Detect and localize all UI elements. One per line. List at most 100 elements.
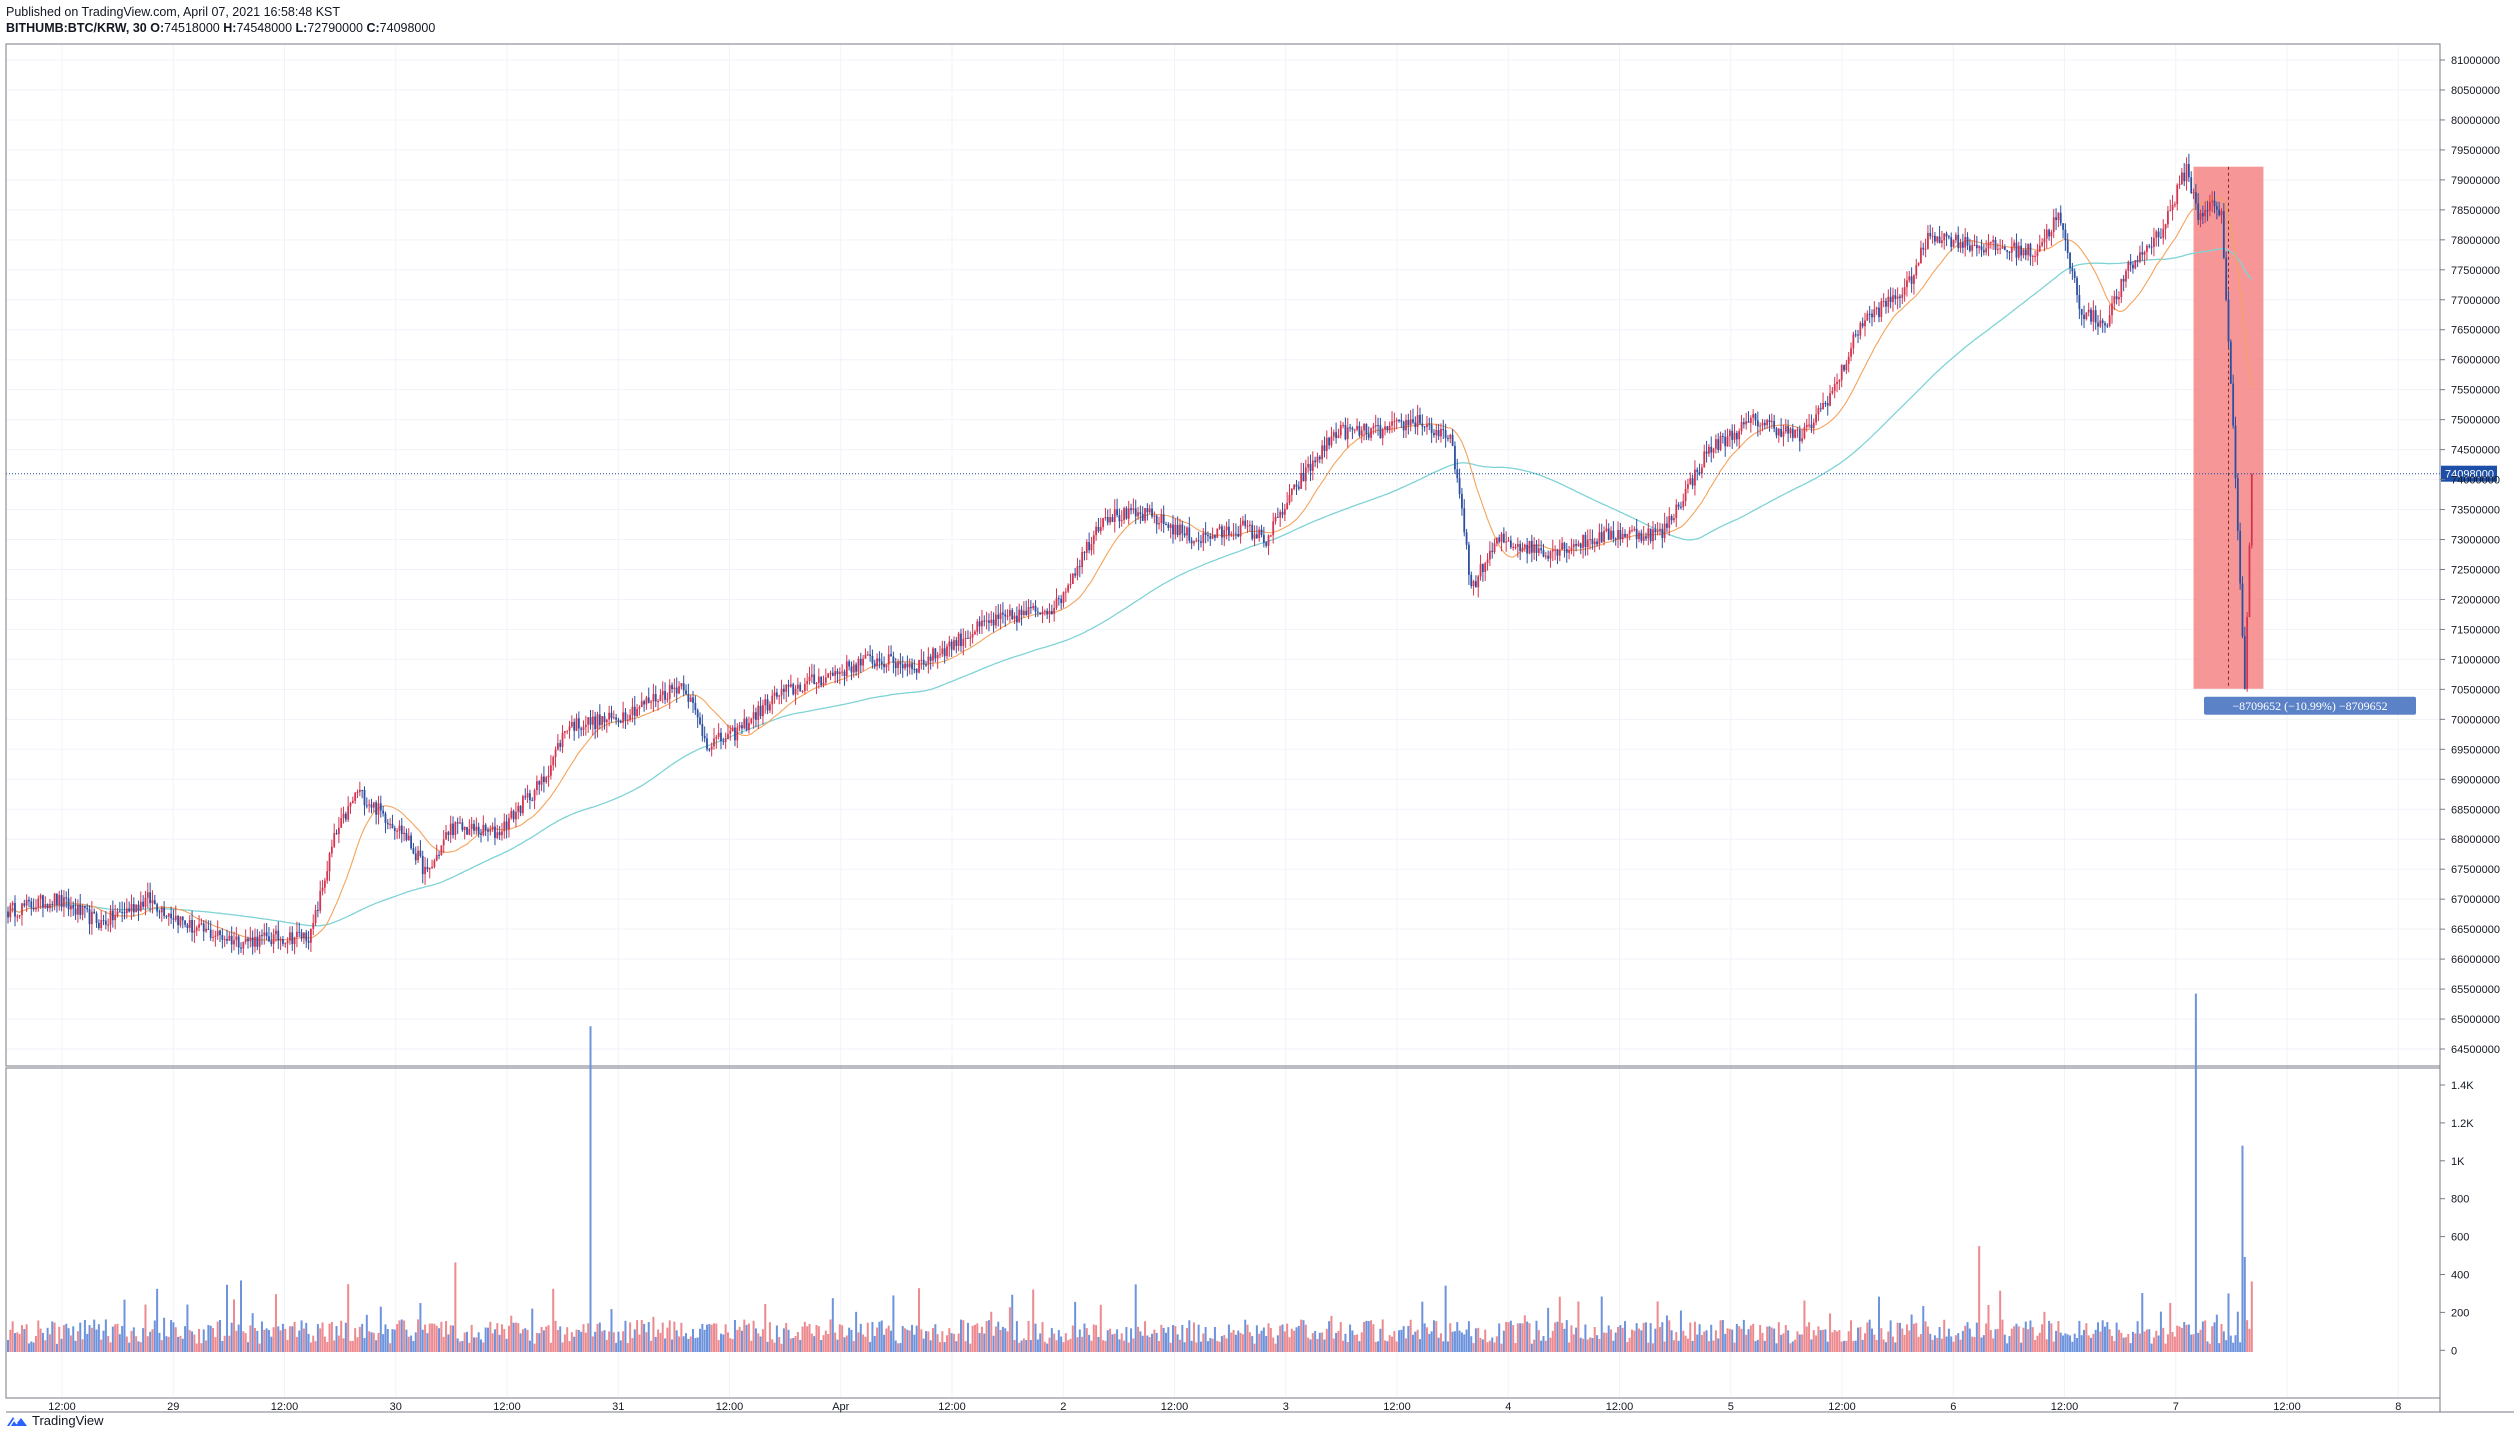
candle-body [354,792,357,801]
footer-branding[interactable]: TradingView [6,1413,104,1428]
candle-body [1293,484,1296,490]
candle-body [1141,513,1144,521]
volume-bar [813,1336,816,1352]
volume-bar [428,1323,431,1352]
candle-body [2236,478,2239,531]
candle-body [186,924,189,928]
candle-body [1356,426,1358,430]
volume-bar [1526,1321,1529,1352]
volume-bar [2152,1337,2155,1352]
volume-bar [347,1284,350,1352]
candle-body [1155,515,1158,525]
volume-bar [2106,1322,2109,1352]
volume-bar [1912,1323,1915,1352]
volume-bar [46,1327,49,1352]
candle-body [121,911,124,913]
volume-bar [1505,1321,1508,1352]
volume-bar [2050,1323,2053,1352]
volume-bar [181,1338,184,1352]
volume-bar [361,1323,364,1352]
candle-body [1078,566,1081,568]
candle-body [1309,463,1312,471]
candle-body [873,663,876,666]
candle-body [1423,426,1426,428]
volume-bar [2180,1327,2183,1352]
volume-bar [1239,1332,1242,1352]
candle-body [1283,508,1286,515]
volume-bar [1474,1328,1477,1352]
candle-body [1577,543,1580,546]
price-tick-label: 73000000 [2451,535,2500,547]
volume-bar [1437,1337,1440,1352]
candle-body [2059,212,2062,224]
price-tick-label: 65000000 [2451,1014,2500,1026]
candle-body [1071,573,1074,585]
candle-body [1232,533,1235,535]
volume-bar [1109,1328,1112,1352]
candle-body [2029,244,2032,257]
volume-bar [1064,1333,1067,1352]
candle-body [398,825,401,831]
volume-bar [1658,1327,1661,1352]
candle-body [1395,419,1398,422]
volume-bar [477,1332,480,1352]
candle-body [349,802,352,807]
candle-body [1032,605,1035,609]
candle-body [1384,426,1386,430]
volume-bar [1640,1330,1643,1352]
candle-body [1207,534,1209,537]
volume-bar [274,1294,277,1352]
volume-bar [1568,1342,1571,1352]
candle-body [1889,296,1892,302]
candle-body [619,721,622,723]
candle-body [1048,610,1051,615]
volume-bar [184,1326,187,1352]
low-value: 72790000 [307,21,363,35]
candle-body [489,829,492,832]
candle-body [375,802,378,815]
volume-bar [983,1333,986,1352]
candle-body [1535,544,1538,553]
candle-body [1824,403,1827,405]
volume-bar [1898,1322,1901,1352]
volume-bar [281,1323,284,1352]
volume-bar [1619,1325,1622,1352]
candle-body [1013,615,1016,620]
candle-body [1323,445,1326,451]
volume-bar [1624,1321,1627,1352]
volume-bar [305,1322,308,1352]
candle-body [650,701,652,703]
candle-body [556,743,559,750]
candle-body [100,920,103,929]
volume-bar [1728,1328,1731,1352]
volume-bar [1300,1319,1303,1352]
volume-bar [2187,1324,2190,1352]
volume-bar [1106,1330,1109,1352]
candle-body [1796,429,1799,431]
volume-bar [1276,1335,1279,1352]
volume-bar [1134,1284,1137,1352]
candle-body [1335,432,1337,438]
candle-body [2066,240,2069,253]
candle-body [347,806,350,820]
candle-body [1924,248,1927,250]
volume-bar [316,1324,319,1352]
volume-bar [2043,1311,2046,1352]
volume-bar [1078,1329,1081,1352]
volume-bar [219,1319,222,1352]
volume-bar [836,1339,839,1352]
candle-body [1528,540,1531,554]
candle-body [1819,408,1822,410]
volume-bar [195,1343,198,1352]
volume-bar [1917,1336,1920,1352]
candle-body [1885,300,1887,307]
volume-bar [1407,1325,1410,1352]
volume-bar [2045,1339,2048,1352]
candle-body [1733,432,1736,440]
volume-bar [573,1336,576,1352]
candle-body [1794,429,1797,438]
candle-body [1516,543,1519,547]
candle-body [1782,431,1785,437]
volume-bar [2071,1341,2074,1352]
